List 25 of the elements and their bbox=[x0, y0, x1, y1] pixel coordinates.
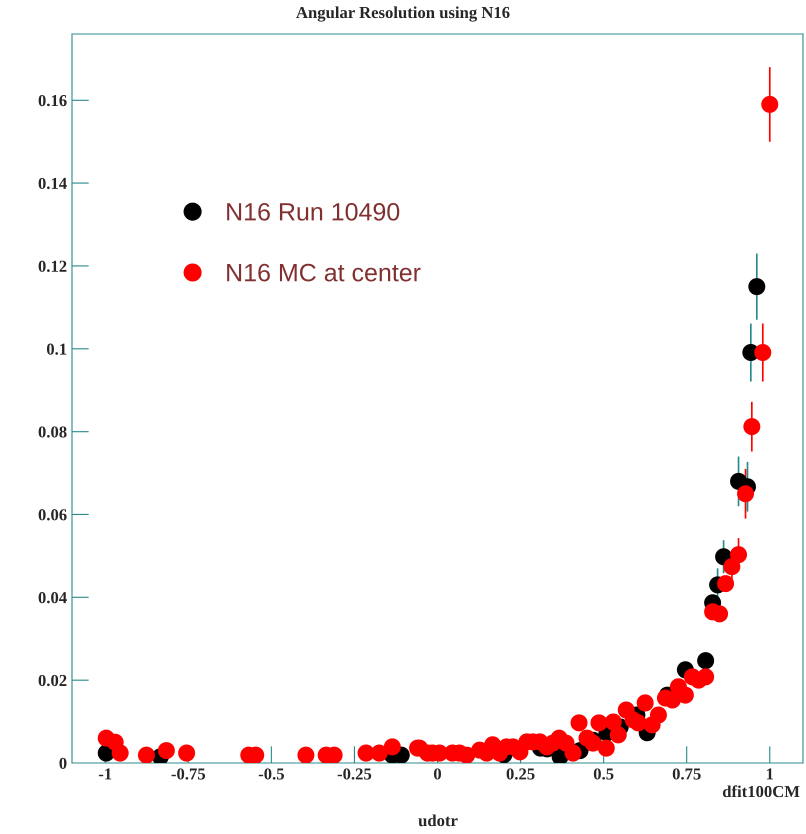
x-tick-label: -1 bbox=[98, 768, 112, 780]
point bbox=[697, 652, 714, 670]
x-tick-label: 0 bbox=[434, 768, 442, 780]
x-tick-label: -0.75 bbox=[172, 768, 206, 780]
x-tick-label: 0.5 bbox=[594, 768, 614, 780]
y-tick-label: 0 bbox=[59, 758, 67, 769]
x-tick-label: 1 bbox=[766, 768, 774, 780]
chart-title: Angular Resolution using N16 bbox=[296, 6, 510, 22]
legend-label: N16 Run 10490 bbox=[227, 202, 400, 221]
x-tick-label: 0.25 bbox=[506, 768, 535, 780]
x-tick-label: 0.75 bbox=[672, 768, 701, 780]
x-tick-label: -0.5 bbox=[258, 768, 284, 780]
y-tick-label: 0.04 bbox=[38, 592, 67, 604]
y-tick-label: 0.12 bbox=[38, 260, 66, 272]
y-tick-label: 0.1 bbox=[46, 343, 66, 355]
y-tick-label: 0.16 bbox=[38, 94, 67, 106]
y-tick-label: 0.02 bbox=[38, 674, 66, 686]
legend-label: N16 MC at center bbox=[227, 264, 421, 282]
x-tick-label: -0.25 bbox=[338, 768, 372, 780]
y-tick-label: 0.14 bbox=[38, 178, 67, 190]
y-tick-label: 0.08 bbox=[38, 426, 67, 438]
text: dfit100CM bbox=[722, 785, 800, 798]
point bbox=[748, 278, 766, 296]
y-tick-label: 0.06 bbox=[38, 509, 67, 520]
x-axis-title: udotr bbox=[418, 814, 458, 826]
